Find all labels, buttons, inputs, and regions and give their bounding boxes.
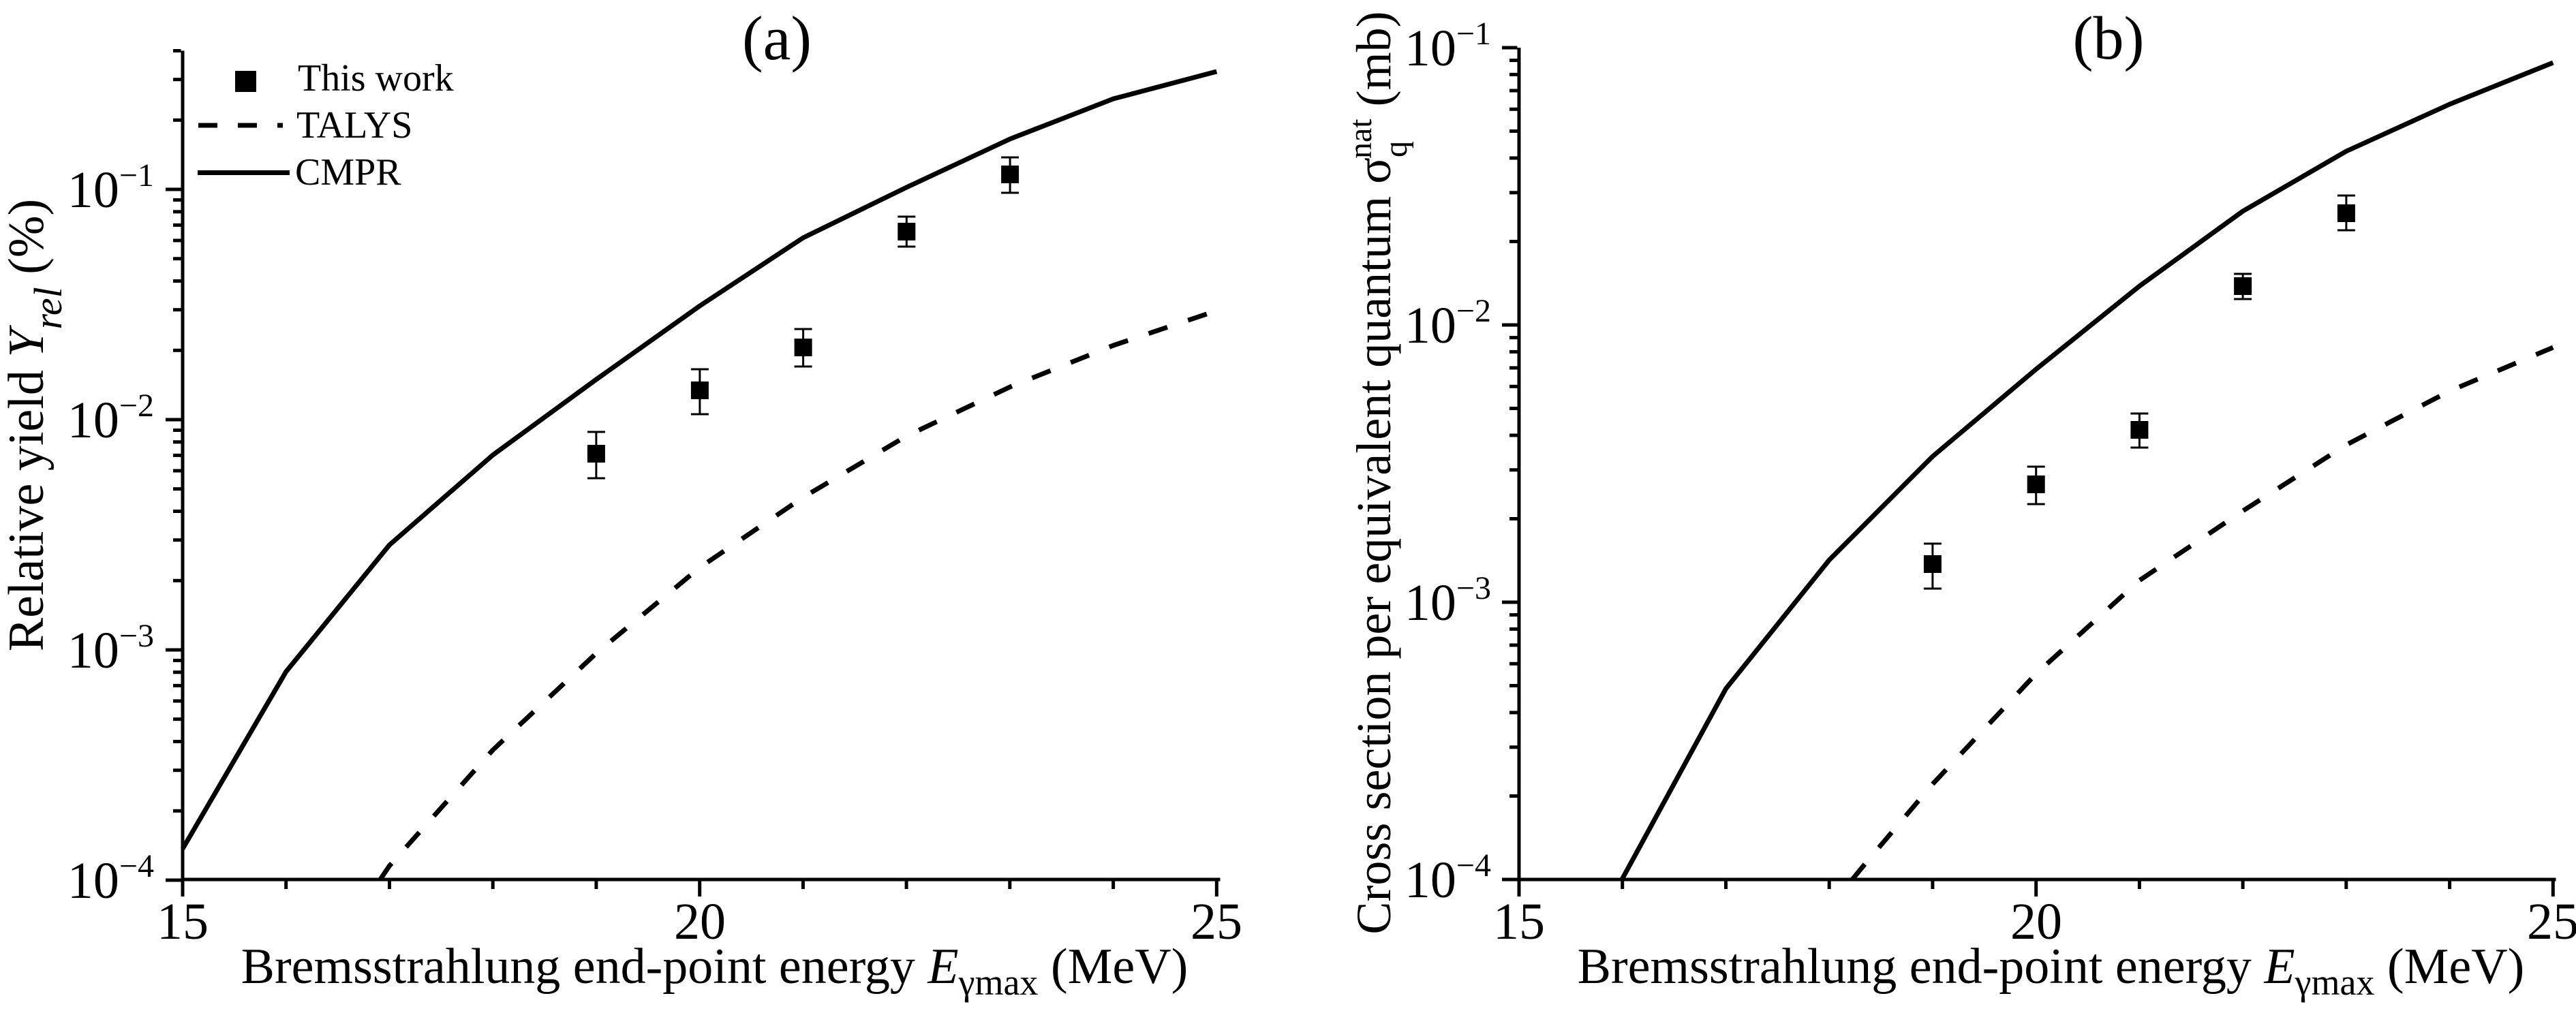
svg-text:TALYS: TALYS xyxy=(296,104,412,146)
svg-text:25: 25 xyxy=(1191,893,1242,950)
svg-text:(a): (a) xyxy=(742,3,812,73)
svg-text:15: 15 xyxy=(1493,893,1545,950)
svg-text:Bremsstrahlung end-point energ: Bremsstrahlung end-point energy Eγmax (M… xyxy=(1578,939,2525,1003)
svg-text:25: 25 xyxy=(2527,893,2576,950)
svg-text:15: 15 xyxy=(157,893,209,950)
svg-text:CMPR: CMPR xyxy=(295,151,401,193)
svg-text:20: 20 xyxy=(674,893,726,950)
svg-text:20: 20 xyxy=(2010,893,2062,950)
svg-text:Bremsstrahlung end-point energ: Bremsstrahlung end-point energy Eγmax (M… xyxy=(241,939,1189,1003)
svg-text:(b): (b) xyxy=(2073,5,2145,72)
svg-text:This work: This work xyxy=(298,57,454,99)
